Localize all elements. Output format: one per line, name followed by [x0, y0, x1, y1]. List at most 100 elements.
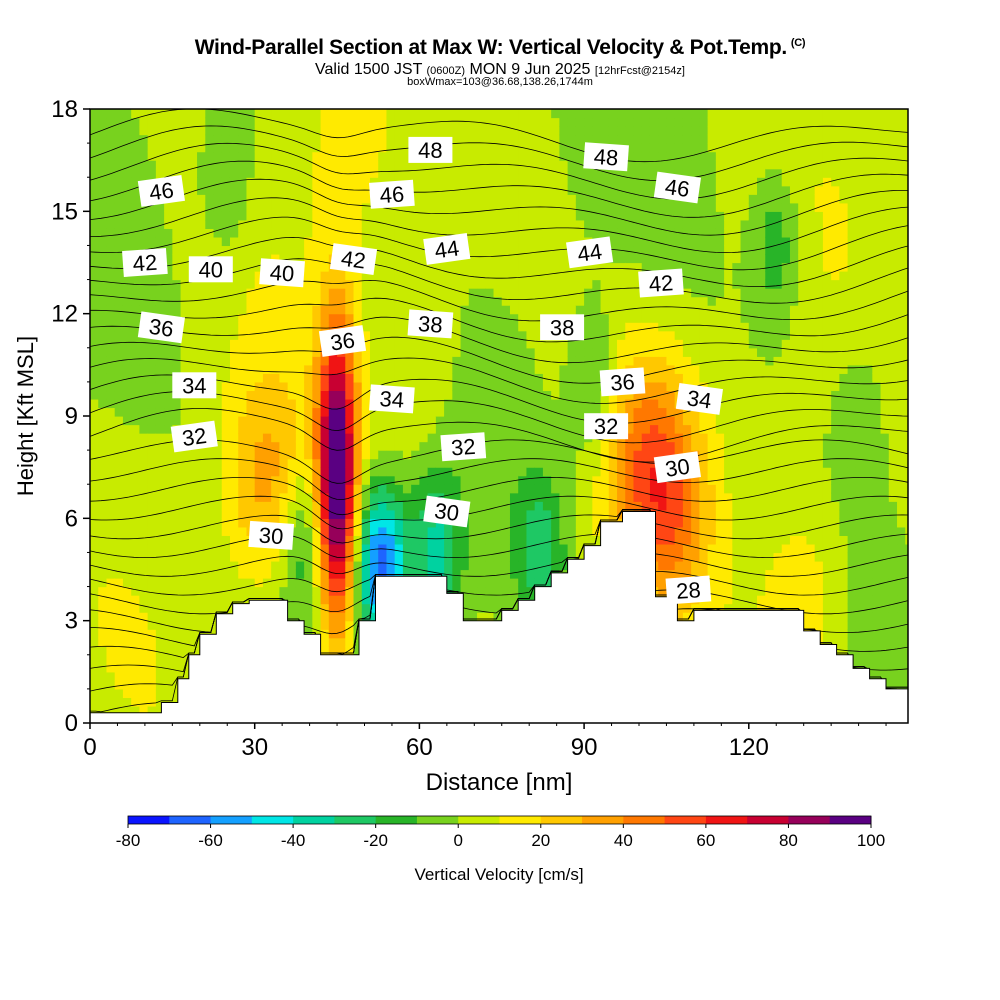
velocity-cell: [279, 109, 289, 119]
velocity-cell: [271, 168, 281, 178]
velocity-cell: [427, 211, 437, 221]
velocity-cell: [353, 603, 363, 613]
velocity-cell: [485, 279, 495, 289]
velocity-cell: [608, 219, 618, 229]
velocity-cell: [246, 475, 256, 485]
velocity-cell: [164, 509, 173, 519]
velocity-cell: [534, 211, 544, 221]
velocity-cell: [427, 441, 437, 451]
velocity-cell: [90, 288, 99, 298]
velocity-cell: [262, 347, 272, 357]
velocity-cell: [534, 569, 544, 579]
velocity-cell: [386, 475, 396, 485]
velocity-cell: [90, 433, 99, 443]
velocity-cell: [386, 117, 396, 127]
velocity-cell: [155, 305, 165, 315]
velocity-cell: [205, 535, 215, 545]
velocity-cell: [460, 219, 470, 229]
velocity-cell: [131, 245, 141, 255]
velocity-cell: [378, 492, 388, 502]
velocity-cell: [328, 313, 338, 323]
velocity-cell: [633, 424, 643, 434]
velocity-cell: [106, 364, 116, 374]
velocity-cell: [164, 253, 173, 264]
velocity-cell: [271, 322, 281, 332]
velocity-cell: [501, 475, 511, 485]
velocity-cell: [312, 424, 322, 434]
velocity-cell: [131, 398, 141, 409]
velocity-cell: [427, 424, 437, 434]
velocity-cell: [584, 271, 593, 281]
velocity-cell: [641, 501, 651, 511]
velocity-cell: [394, 475, 404, 485]
velocity-cell: [584, 313, 593, 323]
velocity-cell: [460, 160, 470, 170]
velocity-cell: [501, 603, 511, 613]
velocity-cell: [188, 492, 198, 502]
velocity-cell: [435, 279, 445, 289]
velocity-cell: [641, 458, 651, 468]
velocity-cell: [509, 143, 519, 153]
velocity-cell: [312, 373, 322, 383]
velocity-cell: [452, 373, 462, 383]
velocity-cell: [337, 381, 346, 392]
velocity-cell: [271, 194, 281, 204]
velocity-cell: [575, 381, 585, 392]
velocity-cell: [567, 202, 577, 212]
velocity-cell: [320, 202, 330, 212]
velocity-cell: [567, 236, 577, 247]
velocity-cell: [600, 339, 610, 349]
velocity-cell: [394, 543, 404, 554]
velocity-cell: [649, 126, 659, 136]
velocity-cell: [262, 595, 272, 605]
velocity-cell: [493, 518, 503, 528]
velocity-cell: [452, 390, 462, 400]
velocity-cell: [345, 518, 355, 528]
velocity-cell: [147, 339, 157, 349]
velocity-cell: [584, 339, 593, 349]
velocity-cell: [369, 134, 379, 144]
velocity-cell: [559, 390, 569, 400]
velocity-cell: [468, 356, 478, 366]
velocity-cell: [328, 416, 338, 426]
velocity-cell: [122, 595, 132, 605]
velocity-cell: [378, 543, 388, 554]
velocity-cell: [378, 433, 388, 443]
velocity-cell: [501, 177, 511, 187]
velocity-cell: [312, 126, 322, 136]
velocity-cell: [221, 364, 231, 374]
velocity-cell: [139, 117, 149, 127]
velocity-cell: [180, 109, 190, 119]
velocity-cell: [337, 356, 346, 366]
velocity-cell: [468, 424, 478, 434]
velocity-cell: [279, 467, 289, 477]
velocity-cell: [509, 509, 519, 519]
velocity-cell: [147, 663, 157, 673]
velocity-cell: [188, 535, 198, 545]
velocity-cell: [427, 373, 437, 383]
velocity-cell: [197, 219, 206, 229]
velocity-cell: [369, 543, 379, 554]
velocity-cell: [353, 381, 363, 392]
velocity-cell: [567, 492, 577, 502]
velocity-cell: [172, 603, 182, 613]
velocity-cell: [106, 705, 116, 716]
velocity-cell: [180, 586, 190, 596]
velocity-cell: [501, 381, 511, 392]
velocity-cell: [419, 475, 429, 485]
velocity-cell: [444, 390, 453, 400]
velocity-cell: [114, 211, 124, 221]
velocity-cell: [584, 356, 593, 366]
velocity-cell: [172, 535, 182, 545]
velocity-cell: [444, 552, 453, 562]
velocity-cell: [205, 202, 215, 212]
velocity-cell: [452, 424, 462, 434]
velocity-cell: [197, 560, 206, 571]
velocity-cell: [501, 202, 511, 212]
velocity-cell: [271, 467, 281, 477]
velocity-cell: [394, 219, 404, 229]
velocity-cell: [188, 279, 198, 289]
velocity-cell: [452, 296, 462, 306]
velocity-cell: [287, 177, 297, 187]
velocity-cell: [131, 168, 141, 178]
